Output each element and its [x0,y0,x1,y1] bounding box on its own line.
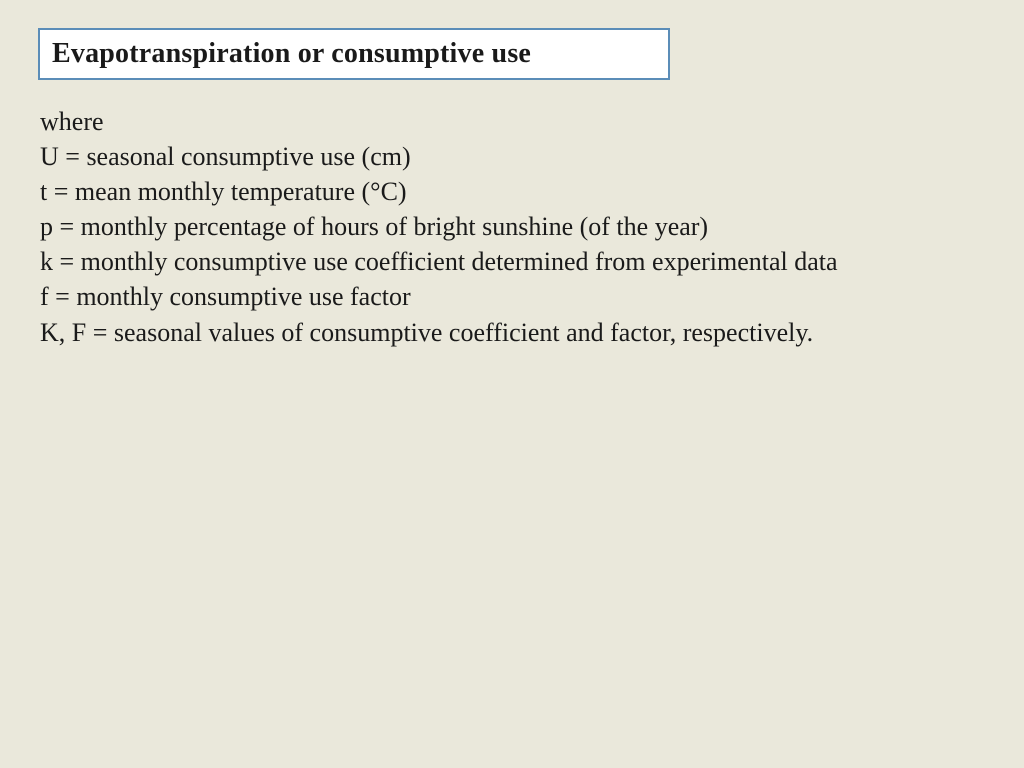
body-line: p = monthly percentage of hours of brigh… [40,209,986,244]
body-line: f = monthly consumptive use factor [40,279,986,314]
body-line: k = monthly consumptive use coefficient … [40,244,986,279]
slide-body: where U = seasonal consumptive use (cm) … [38,104,986,350]
body-line: t = mean monthly temperature (°C) [40,174,986,209]
body-line: where [40,104,986,139]
slide-title-box: Evapotranspiration or consumptive use [38,28,670,80]
slide-title: Evapotranspiration or consumptive use [52,38,656,70]
body-line: K, F = seasonal values of consumptive co… [40,315,986,350]
body-line: U = seasonal consumptive use (cm) [40,139,986,174]
